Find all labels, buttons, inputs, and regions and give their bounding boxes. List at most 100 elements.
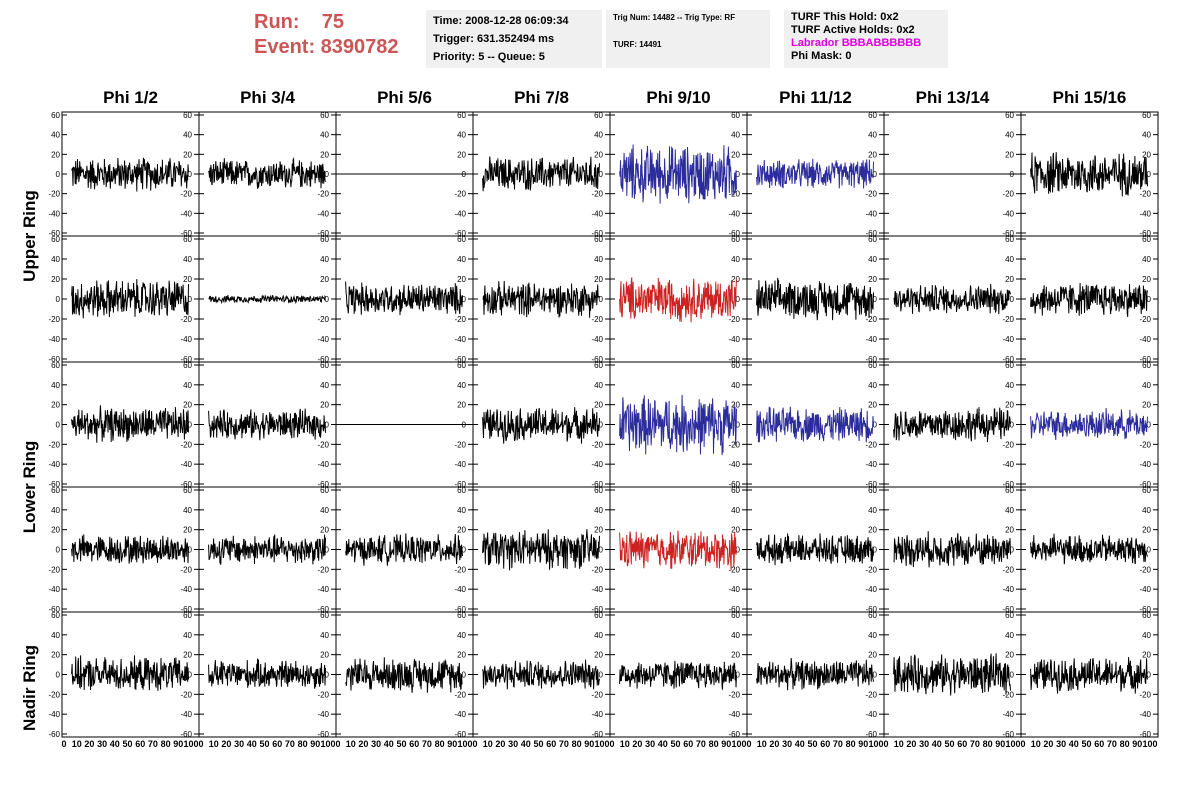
y-tick-label: 0	[56, 170, 61, 179]
y-tick-label: 40	[183, 631, 192, 640]
y-tick-label: 40	[594, 506, 603, 515]
x-tick-label: 90	[1132, 739, 1142, 749]
x-tick-label: 50	[670, 739, 680, 749]
waveform-trace	[1030, 152, 1148, 197]
y-tick-label: 60	[868, 611, 877, 620]
y-tick-label: 40	[1142, 131, 1151, 140]
y-tick-label: -20	[1139, 690, 1151, 699]
y-tick-label: -20	[454, 690, 466, 699]
waveform-trace	[71, 534, 189, 564]
panel-r1-c8: 60 40 20 0 -20 -40 -60	[1020, 111, 1159, 238]
y-tick-label: 40	[320, 506, 329, 515]
y-tick-label: 20	[731, 651, 740, 660]
turf-info-box: TURF This Hold: 0x2 TURF Active Holds: 0…	[784, 10, 948, 68]
waveform-trace	[208, 408, 326, 441]
y-tick-label: 0	[1147, 546, 1152, 555]
panel-r3-c1: 60 60 40 40 20 20 0 0 -20 -20 -40 -40 -60 -60	[48, 361, 200, 489]
y-tick-label: -40	[1139, 209, 1151, 218]
y-tick-label: 40	[731, 131, 740, 140]
y-tick-label: -40	[180, 710, 192, 719]
y-tick-label: 0	[1147, 671, 1152, 680]
y-tick-label: 40	[457, 631, 466, 640]
waveform-trace	[1030, 282, 1148, 317]
y-tick-label: 20	[51, 526, 60, 535]
y-tick-label: -60	[1002, 355, 1014, 364]
y-tick-label: 60	[183, 361, 192, 370]
y-tick-label: 0	[188, 671, 193, 680]
y-tick-label: 0	[873, 671, 878, 680]
column-title-3: Phi 5/6	[377, 88, 432, 107]
column-title-7: Phi 13/14	[915, 88, 990, 107]
x-tick-label: 10	[1031, 739, 1041, 749]
y-tick-label: 60	[868, 111, 877, 120]
panel-r2-c8: 60 40 20 0 -20 -40 -60	[1020, 235, 1159, 364]
waveform-trace	[71, 157, 189, 192]
y-tick-label: -60	[48, 355, 60, 364]
y-tick-label: 0	[873, 421, 878, 430]
y-tick-label: 40	[457, 381, 466, 390]
y-tick-label: -40	[591, 335, 603, 344]
y-tick-label: 40	[1005, 631, 1014, 640]
panel-r1-c2: 60 40 20 0 -20 -40 -60	[198, 111, 337, 238]
y-tick-label: 40	[320, 131, 329, 140]
y-tick-label: 0	[1147, 170, 1152, 179]
y-tick-label: 20	[731, 150, 740, 159]
y-tick-label: 0	[736, 170, 741, 179]
waveform-trace	[345, 533, 463, 566]
y-tick-label: -60	[865, 605, 877, 614]
panel-r2-c1: 60 60 40 40 20 20 0 0 -20 -20 -40 -40 -60 -60	[48, 235, 200, 364]
y-tick-label: -40	[728, 710, 740, 719]
y-tick-label: -40	[728, 209, 740, 218]
y-tick-label: 20	[1142, 526, 1151, 535]
y-tick-label: 0	[325, 170, 330, 179]
waveform-trace	[482, 280, 600, 318]
x-tick-label: 20	[632, 739, 642, 749]
x-tick-label: 90	[173, 739, 183, 749]
y-tick-label: 40	[183, 506, 192, 515]
waveform-trace	[345, 281, 463, 316]
y-tick-label: -60	[317, 355, 329, 364]
x-tick-label: 30	[234, 739, 244, 749]
y-tick-label: 40	[868, 381, 877, 390]
waveform-trace	[619, 277, 737, 323]
x-tick-label: 30	[645, 739, 655, 749]
x-tick-label: 40	[110, 739, 120, 749]
x-tick-label: 40	[658, 739, 668, 749]
y-tick-label: -60	[1002, 480, 1014, 489]
x-tick-label: 20	[358, 739, 368, 749]
panel-r3-c8: 60 40 20 0 -20 -40 -60	[1020, 361, 1159, 489]
waveform-trace	[482, 156, 600, 192]
y-tick-label: -20	[454, 190, 466, 199]
y-tick-label: -60	[1002, 605, 1014, 614]
y-tick-label: 60	[731, 611, 740, 620]
x-tick-label: 10	[620, 739, 630, 749]
waveform-trace	[756, 533, 874, 566]
x-tick-label: 100	[731, 739, 746, 749]
y-tick-label: -20	[591, 190, 603, 199]
y-tick-label: 40	[1005, 506, 1014, 515]
phi-mask-line: Phi Mask: 0	[791, 50, 852, 62]
y-tick-label: -60	[48, 480, 60, 489]
x-tick-label: 50	[944, 739, 954, 749]
y-tick-label: 40	[594, 631, 603, 640]
x-tick-label: 60	[409, 739, 419, 749]
y-tick-label: 60	[1142, 486, 1151, 495]
y-tick-label: -40	[865, 710, 877, 719]
y-tick-label: 60	[731, 235, 740, 244]
x-tick-label: 0	[198, 739, 203, 749]
y-tick-label: -20	[728, 440, 740, 449]
y-tick-label: 40	[51, 631, 60, 640]
y-tick-label: -20	[865, 190, 877, 199]
y-tick-label: -20	[180, 190, 192, 199]
y-tick-label: 20	[594, 401, 603, 410]
y-tick-label: 40	[1005, 255, 1014, 264]
x-tick-label: 90	[995, 739, 1005, 749]
y-tick-label: 0	[873, 546, 878, 555]
y-tick-label: 60	[594, 486, 603, 495]
y-tick-label: 40	[1142, 381, 1151, 390]
y-tick-label: 20	[594, 275, 603, 284]
y-tick-label: -20	[180, 315, 192, 324]
y-tick-label: 0	[599, 295, 604, 304]
time-info-box: Time: 2008-12-28 06:09:34 Trigger: 631.3…	[426, 10, 602, 68]
y-tick-label: 0	[462, 295, 467, 304]
